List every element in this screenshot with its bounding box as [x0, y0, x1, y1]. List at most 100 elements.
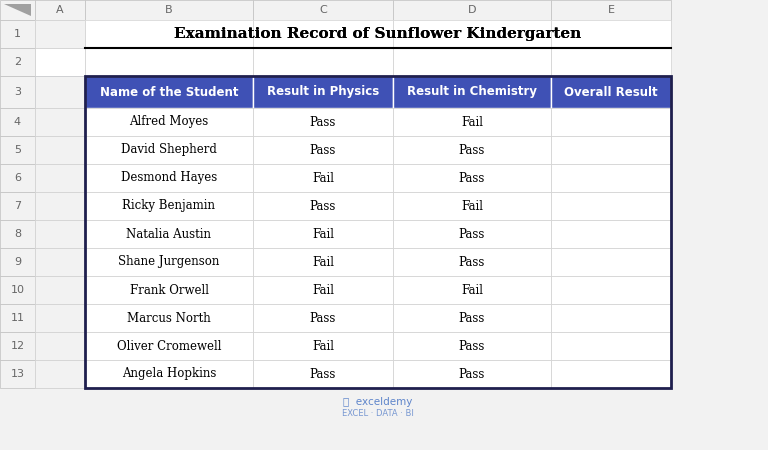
Bar [551, 108, 671, 136]
Text: C: C [319, 5, 327, 15]
Bar [253, 164, 393, 192]
Bar [551, 248, 671, 276]
Text: 8: 8 [14, 229, 21, 239]
Bar [253, 164, 393, 192]
Text: 2: 2 [14, 57, 21, 67]
Bar [253, 76, 393, 108]
Bar [253, 136, 393, 164]
Bar [85, 360, 253, 388]
Bar [393, 76, 551, 108]
Bar [35, 248, 85, 276]
Bar [35, 136, 85, 164]
Bar [393, 192, 551, 220]
Bar [393, 304, 551, 332]
Bar [0, 48, 35, 76]
Bar [35, 164, 85, 192]
Bar [253, 108, 393, 136]
Bar [35, 276, 85, 304]
Bar [85, 304, 253, 332]
Bar [551, 304, 671, 332]
Text: Oliver Cromewell: Oliver Cromewell [117, 339, 221, 352]
Text: Pass: Pass [458, 339, 485, 352]
Text: 6: 6 [14, 173, 21, 183]
Text: Shane Jurgenson: Shane Jurgenson [118, 256, 220, 269]
Bar [85, 220, 253, 248]
Bar [0, 20, 35, 48]
Bar [253, 192, 393, 220]
Bar [0, 248, 35, 276]
Text: Overall Result: Overall Result [564, 86, 658, 99]
Text: David Shepherd: David Shepherd [121, 144, 217, 157]
Bar [253, 76, 393, 108]
Bar [393, 332, 551, 360]
Bar [393, 220, 551, 248]
Bar [551, 0, 671, 20]
Bar [551, 220, 671, 248]
Text: Fail: Fail [461, 284, 483, 297]
Bar [35, 164, 85, 192]
Text: Fail: Fail [312, 171, 334, 184]
Text: E: E [607, 5, 614, 15]
Bar [393, 136, 551, 164]
Bar [35, 248, 85, 276]
Bar [85, 360, 253, 388]
Text: Pass: Pass [310, 311, 336, 324]
Bar [253, 360, 393, 388]
Bar [253, 332, 393, 360]
Bar [85, 304, 253, 332]
Bar [551, 20, 671, 48]
Text: Fail: Fail [312, 339, 334, 352]
Bar [551, 164, 671, 192]
Text: 10: 10 [11, 285, 25, 295]
Bar [253, 276, 393, 304]
Bar [551, 192, 671, 220]
Bar [85, 332, 253, 360]
Bar [85, 136, 253, 164]
Bar [393, 276, 551, 304]
Text: Pass: Pass [310, 368, 336, 381]
Bar [393, 192, 551, 220]
Bar [35, 304, 85, 332]
Bar [551, 108, 671, 136]
Bar [393, 164, 551, 192]
Bar [551, 20, 671, 48]
Bar [253, 220, 393, 248]
Bar [35, 108, 85, 136]
Bar [253, 304, 393, 332]
Bar [551, 276, 671, 304]
Text: A: A [56, 5, 64, 15]
Bar [85, 276, 253, 304]
Bar [393, 108, 551, 136]
Text: Pass: Pass [458, 228, 485, 240]
Bar [35, 276, 85, 304]
Bar [393, 48, 551, 76]
Bar [551, 76, 671, 108]
Text: 5: 5 [14, 145, 21, 155]
Bar [253, 332, 393, 360]
Text: Pass: Pass [458, 144, 485, 157]
Text: Ⓡ  exceldemy: Ⓡ exceldemy [343, 397, 412, 407]
Text: EXCEL · DATA · BI: EXCEL · DATA · BI [342, 409, 414, 418]
Text: Fail: Fail [312, 256, 334, 269]
Text: Examination Record of Sunflower Kindergarten: Examination Record of Sunflower Kinderga… [174, 27, 581, 41]
Bar [253, 304, 393, 332]
Bar [253, 360, 393, 388]
Bar [253, 192, 393, 220]
Polygon shape [4, 4, 31, 16]
Text: Alfred Moyes: Alfred Moyes [129, 116, 209, 129]
Bar [85, 220, 253, 248]
Bar [393, 20, 551, 48]
Bar [85, 192, 253, 220]
Bar [551, 220, 671, 248]
Bar [85, 136, 253, 164]
Bar [551, 192, 671, 220]
Text: Frank Orwell: Frank Orwell [130, 284, 208, 297]
Text: 9: 9 [14, 257, 21, 267]
Text: 1: 1 [14, 29, 21, 39]
Bar [551, 48, 671, 76]
Text: Pass: Pass [458, 256, 485, 269]
Bar [253, 0, 393, 20]
Bar [0, 332, 35, 360]
Text: 3: 3 [14, 87, 21, 97]
Text: Pass: Pass [310, 116, 336, 129]
